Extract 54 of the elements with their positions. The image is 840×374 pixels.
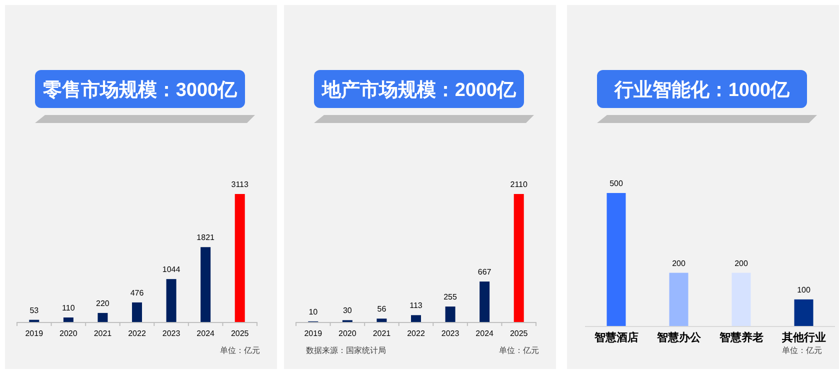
data-label: 200 — [672, 258, 686, 268]
bar — [166, 279, 176, 322]
data-label: 500 — [610, 179, 624, 188]
bar — [132, 302, 142, 322]
bar — [411, 315, 421, 322]
source-note: 数据来源：国家统计局 — [306, 346, 386, 355]
x-tick-label: 2024 — [196, 329, 216, 338]
data-label: 113 — [410, 301, 423, 310]
chart-title: 零售市场规模：3000亿 — [42, 79, 238, 101]
bar — [480, 282, 490, 322]
x-tick-label: 2021 — [94, 329, 112, 338]
data-label: 10 — [308, 307, 318, 316]
data-label: 100 — [797, 285, 811, 294]
data-label: 53 — [30, 306, 40, 315]
x-tick-label: 2019 — [304, 329, 323, 338]
data-label: 1821 — [196, 233, 216, 242]
x-tick-label: 其他行业 — [780, 331, 826, 344]
x-tick-label: 2020 — [60, 329, 78, 338]
x-tick-label: 2025 — [510, 329, 528, 338]
chart-title: 行业智能化：1000亿 — [613, 79, 791, 101]
data-label: 3113 — [231, 180, 250, 189]
data-label: 2110 — [510, 180, 528, 189]
data-label: 220 — [96, 298, 110, 308]
data-label: 476 — [130, 288, 144, 298]
data-label: 56 — [377, 304, 387, 314]
data-label: 255 — [444, 292, 458, 302]
bar — [200, 247, 211, 322]
x-tick-label: 2025 — [230, 329, 250, 338]
chart-title: 地产市场规模：2000亿 — [320, 79, 518, 101]
x-tick-label: 2020 — [338, 329, 357, 338]
x-tick-label: 智慧养老 — [718, 331, 764, 344]
bar — [445, 306, 456, 322]
x-tick-label: 智慧办公 — [656, 331, 702, 344]
bar — [376, 318, 387, 322]
bar — [98, 312, 108, 322]
data-label: 110 — [62, 303, 76, 312]
x-tick-label: 2023 — [162, 329, 181, 338]
x-tick-label: 2022 — [407, 329, 426, 338]
data-label: 667 — [478, 268, 492, 277]
text: 单位：亿元 — [782, 346, 822, 355]
x-tick-label: 2021 — [372, 329, 392, 338]
bar — [63, 317, 74, 322]
x-tick-label: 2024 — [476, 329, 494, 338]
data-label: 1044 — [162, 265, 181, 274]
x-tick-label: 2022 — [128, 329, 146, 338]
x-tick-label: 智慧酒店 — [593, 331, 638, 344]
text: 单位：亿元 — [499, 346, 539, 355]
bar — [234, 194, 245, 322]
x-tick-label: 2019 — [25, 329, 44, 338]
text: 单位：亿元 — [220, 346, 260, 355]
data-label: 30 — [342, 306, 352, 316]
x-tick-label: 2023 — [441, 329, 460, 338]
data-label: 200 — [734, 258, 748, 268]
bar — [514, 194, 524, 322]
